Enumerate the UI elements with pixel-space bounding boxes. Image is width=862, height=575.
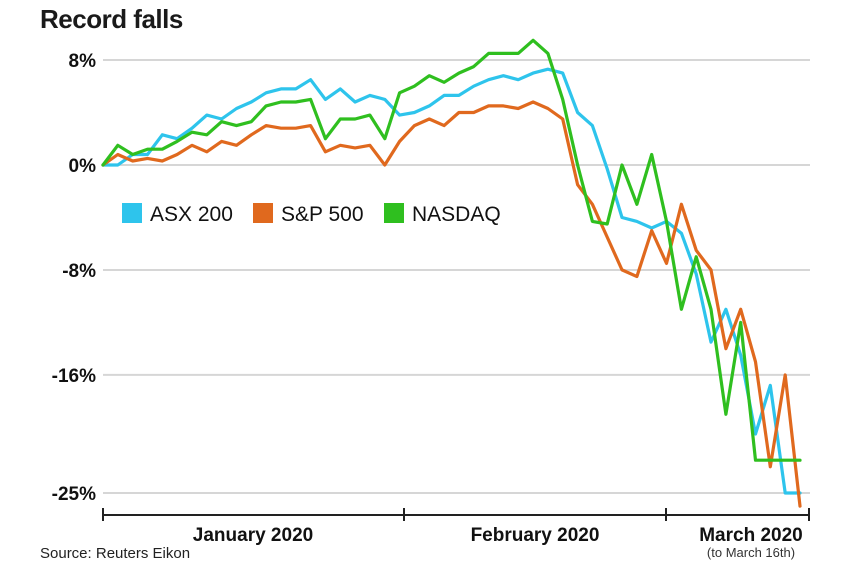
x-category-note: (to March 16th) xyxy=(707,545,795,560)
legend-label: NASDAQ xyxy=(412,203,501,226)
legend-label: S&P 500 xyxy=(281,203,364,226)
gridlines xyxy=(103,59,810,494)
y-tick-label: 0% xyxy=(69,156,97,177)
x-axis: January 2020 February 2020 March 2020(to M… xyxy=(102,508,810,560)
legend-swatch xyxy=(253,203,273,223)
source-note: Source: Reuters Eikon xyxy=(40,545,191,562)
series-lines xyxy=(101,38,802,508)
legend: ASX 200 S&P 500 NASDAQ xyxy=(122,203,501,226)
legend-swatch xyxy=(122,203,142,223)
x-category-label: March 2020 xyxy=(699,525,803,546)
y-tick-label: -8% xyxy=(62,261,96,282)
legend-label: ASX 200 xyxy=(150,203,233,226)
y-tick-label: 8% xyxy=(69,51,97,72)
legend-swatch xyxy=(384,203,404,223)
y-tick-label: -25% xyxy=(52,484,96,505)
y-tick-label: -16% xyxy=(52,366,96,387)
series-line-s-p-500 xyxy=(101,100,802,508)
series-line-asx-200 xyxy=(101,67,802,495)
y-axis-ticks: 8% 0% -8% -16% -25% xyxy=(52,51,96,505)
x-category-label: January 2020 xyxy=(193,525,313,546)
chart-title: Record falls xyxy=(40,4,183,34)
x-category-label: February 2020 xyxy=(471,525,600,546)
series-line-nasdaq xyxy=(101,38,802,462)
